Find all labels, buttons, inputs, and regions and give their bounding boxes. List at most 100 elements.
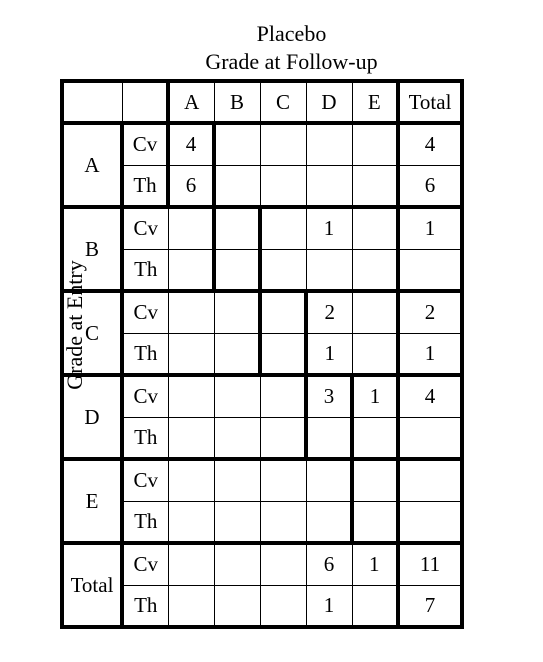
- cell-E-Th-B: [214, 501, 260, 543]
- cell-C-Th-B: [214, 333, 260, 375]
- cell-Total-Cv-A: [168, 543, 214, 585]
- cell-A-Cv-Total: 4: [398, 123, 462, 165]
- sub-B-Cv: Cv: [122, 207, 168, 249]
- cell-Total-Th-B: [214, 585, 260, 627]
- col-header-B: B: [214, 81, 260, 123]
- cell-C-Th-D: 1: [306, 333, 352, 375]
- cell-C-Th-C: [260, 333, 306, 375]
- cell-A-Th-E: [352, 165, 398, 207]
- cell-Total-Th-E: [352, 585, 398, 627]
- cell-B-Cv-C: [260, 207, 306, 249]
- col-header-A: A: [168, 81, 214, 123]
- cell-B-Cv-A: [168, 207, 214, 249]
- cell-D-Cv-B: [214, 375, 260, 417]
- cell-C-Cv-A: [168, 291, 214, 333]
- cell-A-Th-B: [214, 165, 260, 207]
- cell-C-Th-Total: 1: [398, 333, 462, 375]
- sub-D-Th: Th: [122, 417, 168, 459]
- cell-C-Cv-D: 2: [306, 291, 352, 333]
- sub-A-Cv: Cv: [122, 123, 168, 165]
- cell-B-Th-E: [352, 249, 398, 291]
- cell-B-Th-D: [306, 249, 352, 291]
- cell-B-Th-B: [214, 249, 260, 291]
- cell-C-Th-E: [352, 333, 398, 375]
- cell-C-Cv-B: [214, 291, 260, 333]
- sub-E-Th: Th: [122, 501, 168, 543]
- title-placebo: Placebo: [60, 20, 523, 48]
- cell-D-Th-E: [352, 417, 398, 459]
- sub-D-Cv: Cv: [122, 375, 168, 417]
- cell-Total-Th-D: 1: [306, 585, 352, 627]
- sub-C-Cv: Cv: [122, 291, 168, 333]
- cell-D-Cv-C: [260, 375, 306, 417]
- title-followup: Grade at Follow-up: [60, 48, 523, 76]
- row-header-A: A: [62, 123, 122, 207]
- title-entry: Grade at Entry: [62, 260, 88, 390]
- cell-C-Cv-E: [352, 291, 398, 333]
- sub-C-Th: Th: [122, 333, 168, 375]
- sub-A-Th: Th: [122, 165, 168, 207]
- cell-Total-Th-A: [168, 585, 214, 627]
- cell-Total-Th-C: [260, 585, 306, 627]
- cell-A-Cv-E: [352, 123, 398, 165]
- cell-A-Th-D: [306, 165, 352, 207]
- cell-E-Cv-E: [352, 459, 398, 501]
- sub-Total-Cv: Cv: [122, 543, 168, 585]
- cell-D-Th-Total: [398, 417, 462, 459]
- cell-B-Cv-Total: 1: [398, 207, 462, 249]
- row-header-E: E: [62, 459, 122, 543]
- cell-C-Cv-C: [260, 291, 306, 333]
- cell-A-Cv-B: [214, 123, 260, 165]
- cell-B-Th-Total: [398, 249, 462, 291]
- cell-A-Cv-D: [306, 123, 352, 165]
- cell-Total-Cv-B: [214, 543, 260, 585]
- cell-E-Th-D: [306, 501, 352, 543]
- cell-Total-Cv-C: [260, 543, 306, 585]
- col-header-Total: Total: [398, 81, 462, 123]
- col-header-C: C: [260, 81, 306, 123]
- cell-B-Th-A: [168, 249, 214, 291]
- cell-C-Th-A: [168, 333, 214, 375]
- sub-B-Th: Th: [122, 249, 168, 291]
- header-blank-1: [62, 81, 122, 123]
- cell-E-Cv-D: [306, 459, 352, 501]
- col-header-E: E: [352, 81, 398, 123]
- cell-E-Th-A: [168, 501, 214, 543]
- cell-D-Cv-E: 1: [352, 375, 398, 417]
- cell-Total-Cv-Total: 11: [398, 543, 462, 585]
- cell-E-Cv-B: [214, 459, 260, 501]
- cell-D-Th-C: [260, 417, 306, 459]
- cell-E-Th-C: [260, 501, 306, 543]
- cell-D-Th-B: [214, 417, 260, 459]
- cell-E-Cv-C: [260, 459, 306, 501]
- cell-A-Th-Total: 6: [398, 165, 462, 207]
- cell-E-Th-E: [352, 501, 398, 543]
- top-title-block: Placebo Grade at Follow-up: [60, 20, 523, 75]
- crosstab-table: A B C D E Total A Cv 4 4 Th 6 6: [60, 79, 464, 629]
- cell-E-Cv-A: [168, 459, 214, 501]
- cell-D-Th-D: [306, 417, 352, 459]
- sub-E-Cv: Cv: [122, 459, 168, 501]
- cell-E-Th-Total: [398, 501, 462, 543]
- cell-B-Cv-B: [214, 207, 260, 249]
- cell-D-Th-A: [168, 417, 214, 459]
- cell-Total-Th-Total: 7: [398, 585, 462, 627]
- cell-A-Th-C: [260, 165, 306, 207]
- col-header-D: D: [306, 81, 352, 123]
- cell-C-Cv-Total: 2: [398, 291, 462, 333]
- cell-D-Cv-Total: 4: [398, 375, 462, 417]
- cell-E-Cv-Total: [398, 459, 462, 501]
- cell-B-Th-C: [260, 249, 306, 291]
- cell-A-Cv-C: [260, 123, 306, 165]
- sub-Total-Th: Th: [122, 585, 168, 627]
- cell-D-Cv-D: 3: [306, 375, 352, 417]
- cell-A-Cv-A: 4: [168, 123, 214, 165]
- cell-Total-Cv-D: 6: [306, 543, 352, 585]
- cell-Total-Cv-E: 1: [352, 543, 398, 585]
- cell-B-Cv-E: [352, 207, 398, 249]
- header-blank-2: [122, 81, 168, 123]
- cell-D-Cv-A: [168, 375, 214, 417]
- row-header-Total: Total: [62, 543, 122, 627]
- cell-A-Th-A: 6: [168, 165, 214, 207]
- cell-B-Cv-D: 1: [306, 207, 352, 249]
